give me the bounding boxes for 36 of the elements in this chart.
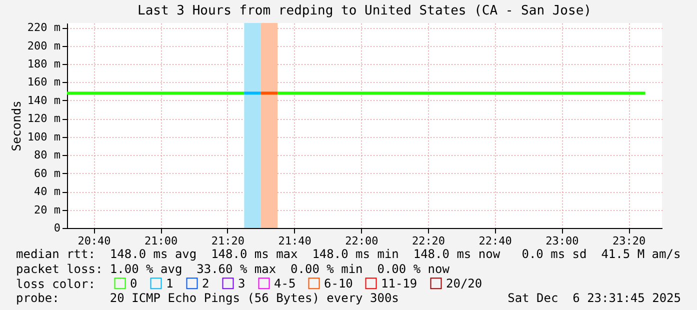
x-tick-label: 21:20 <box>211 234 245 248</box>
text: Sat Dec 6 23:31:45 2025 <box>508 291 681 305</box>
legend-label: 3 <box>238 276 246 290</box>
y-tick-label: 20 m <box>34 203 61 216</box>
x-tick-label: 20:40 <box>78 234 111 248</box>
x-tick-label: 22:40 <box>478 234 512 248</box>
legend-label: 0 <box>130 276 138 290</box>
y-tick-label: 60 m <box>34 166 61 180</box>
text: packet loss: 1.00 % avg 33.60 % max 0.00 % min 0.00 % now <box>16 262 450 276</box>
legend-label: 6-10 <box>324 276 353 290</box>
y-tick-label: 200 m <box>27 39 61 52</box>
y-axis-title: Seconds <box>9 100 24 152</box>
x-tick-label: 23:20 <box>612 234 646 248</box>
legend-label: 2 <box>202 276 210 290</box>
x-tick-label: 22:00 <box>345 234 378 248</box>
y-tick-label: 160 m <box>27 76 61 89</box>
legend-label: 20/20 <box>446 276 482 290</box>
y-tick-label: 180 m <box>27 58 61 70</box>
text: probe: 20 ICMP Echo Pings (56 Bytes) every 300s <box>16 291 399 305</box>
y-tick-label: 40 m <box>34 185 61 198</box>
legend-label: 11-19 <box>381 276 418 290</box>
legend-label: 1 <box>166 276 174 290</box>
legend-title: loss color: <box>16 277 96 291</box>
x-tick-label: 23:00 <box>546 234 579 248</box>
y-tick-label: 100 m <box>27 130 61 144</box>
y-tick-label: 140 m <box>27 94 61 107</box>
text: median rtt: 148.0 ms avg 148.0 ms max 148.0 ms min 148.0 ms now 0.0 ms sd 41.5 M am/s <box>16 247 681 261</box>
x-tick-label: 21:00 <box>144 234 178 248</box>
y-tick-label: 220 m <box>27 21 61 34</box>
y-tick-label: 80 m <box>34 148 61 162</box>
x-tick-label: 21:40 <box>278 234 312 248</box>
x-tick-label: 22:20 <box>412 234 446 248</box>
y-tick-label: 120 m <box>27 112 61 126</box>
legend-label: 4-5 <box>274 276 296 290</box>
chart-title: Last 3 Hours from redping to United States (CA - San Jose) <box>138 4 592 19</box>
y-tick-label: 0 <box>54 222 60 234</box>
